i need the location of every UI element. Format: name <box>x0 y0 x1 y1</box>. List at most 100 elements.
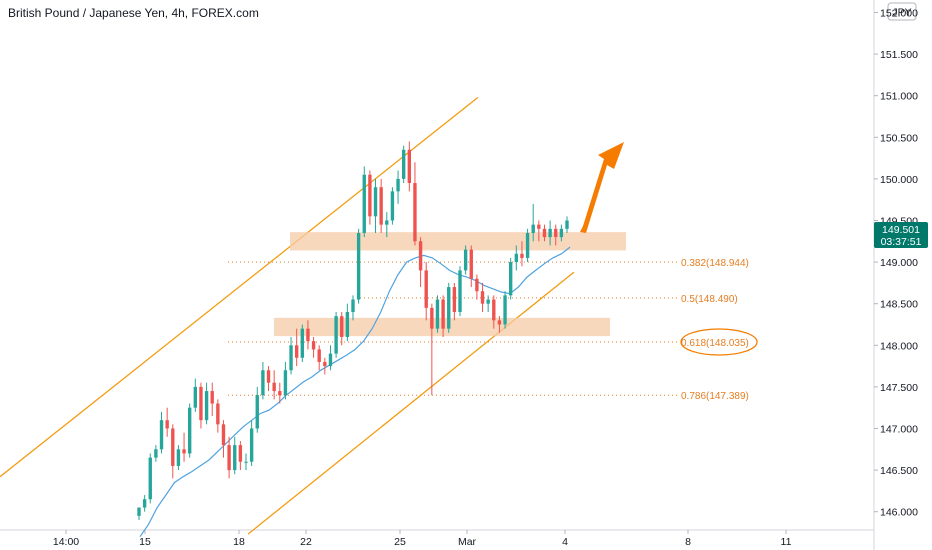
y-tick-label: 147.500 <box>880 382 918 394</box>
candle <box>199 382 203 429</box>
candle-body <box>334 316 338 354</box>
candle <box>503 291 507 329</box>
fib-level-label: 0.786(147.389) <box>681 391 749 402</box>
y-tick-label: 150.500 <box>880 132 918 144</box>
candle <box>554 224 558 246</box>
y-tick-label: 146.000 <box>880 507 918 519</box>
fib-level-label: 0.382(148.944) <box>681 258 749 269</box>
support-zone <box>290 232 626 251</box>
candle <box>396 170 400 204</box>
last-price-tag: 149.501 03:37:51 <box>874 222 928 248</box>
candle-body <box>233 445 237 471</box>
y-tick-label: 152.000 <box>880 7 918 19</box>
x-tick-label: Mar <box>458 536 477 548</box>
x-axis[interactable]: 14:00 15 18 22 25 Mar 4 8 11 <box>53 530 792 548</box>
candle-body <box>300 328 305 358</box>
candle <box>193 378 198 412</box>
y-axis[interactable]: 146.000 146.500 147.000 147.500 148.000 148.5… <box>874 7 918 519</box>
candle-body <box>193 386 198 408</box>
candle-body <box>424 270 428 308</box>
candle <box>255 386 259 433</box>
candle <box>430 303 434 396</box>
candle <box>323 357 327 375</box>
candle-body <box>182 449 186 454</box>
candle <box>542 224 547 242</box>
y-tick-label: 146.500 <box>880 465 918 477</box>
candle <box>328 345 333 371</box>
candle <box>238 440 243 471</box>
candle-body <box>216 403 220 425</box>
candle <box>171 424 175 479</box>
y-tick-label: 147.000 <box>880 423 918 435</box>
candle <box>210 382 214 417</box>
candle <box>266 366 271 392</box>
candle-body <box>520 253 524 258</box>
y-tick-label: 149.000 <box>880 257 918 269</box>
candle <box>413 162 417 246</box>
candle <box>221 420 226 458</box>
candle <box>452 282 457 321</box>
candle-body <box>441 299 445 329</box>
candle <box>154 445 158 462</box>
candle-body <box>537 224 541 229</box>
candle <box>525 228 530 263</box>
candle <box>345 303 350 342</box>
candle <box>317 345 321 371</box>
candle <box>379 178 383 233</box>
candle <box>435 295 440 333</box>
candle-body <box>368 174 372 217</box>
candle-body <box>525 232 530 258</box>
candle <box>447 282 451 333</box>
candle-body <box>266 370 271 383</box>
candle-body <box>385 220 389 225</box>
candle <box>520 241 524 267</box>
candle <box>362 166 366 238</box>
candle <box>159 411 164 454</box>
candle-body <box>430 307 434 329</box>
candle-body <box>306 328 310 342</box>
candle <box>390 187 395 225</box>
candle <box>142 495 147 512</box>
candle-body <box>486 299 490 304</box>
candle-body <box>154 449 158 458</box>
x-tick-label: 25 <box>394 536 406 548</box>
candle <box>351 295 355 321</box>
candle-body <box>542 228 547 238</box>
candle-body <box>317 349 321 362</box>
candle-body <box>159 420 164 450</box>
candle-body <box>283 370 288 396</box>
candle-body <box>340 316 344 337</box>
candle-body <box>238 445 243 462</box>
candle <box>182 432 186 462</box>
candle <box>368 170 372 225</box>
y-tick-label: 150.000 <box>880 174 918 186</box>
candle <box>283 361 288 400</box>
x-tick-label: 14:00 <box>53 536 79 548</box>
candle <box>407 141 412 192</box>
x-tick-label: 8 <box>685 536 691 548</box>
candle-body <box>407 149 412 184</box>
candle-body <box>514 253 519 263</box>
currency-button[interactable]: JPY <box>887 2 917 21</box>
candle-body <box>171 428 175 466</box>
candle <box>261 361 265 400</box>
x-tick-label: 22 <box>300 536 312 548</box>
candle-body <box>210 391 214 404</box>
candle <box>233 436 237 475</box>
candle <box>531 203 535 242</box>
candle-body <box>458 270 462 313</box>
moving-average-line <box>139 246 571 538</box>
candle-body <box>294 345 299 358</box>
candle <box>565 216 569 233</box>
candle-body <box>148 457 152 500</box>
candle-body <box>278 391 282 396</box>
candle-body <box>289 345 293 371</box>
candle-body <box>176 449 181 466</box>
candle-body <box>390 191 395 221</box>
bullish-arrow-icon <box>580 142 624 233</box>
candle <box>548 220 552 246</box>
candle <box>537 220 541 242</box>
last-price-value: 149.501 <box>882 224 920 236</box>
candle <box>204 382 209 425</box>
